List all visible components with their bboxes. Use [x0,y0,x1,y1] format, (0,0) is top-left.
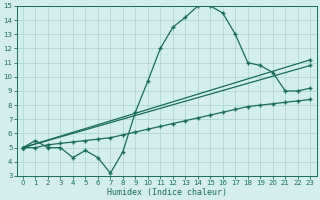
X-axis label: Humidex (Indice chaleur): Humidex (Indice chaleur) [107,188,227,197]
